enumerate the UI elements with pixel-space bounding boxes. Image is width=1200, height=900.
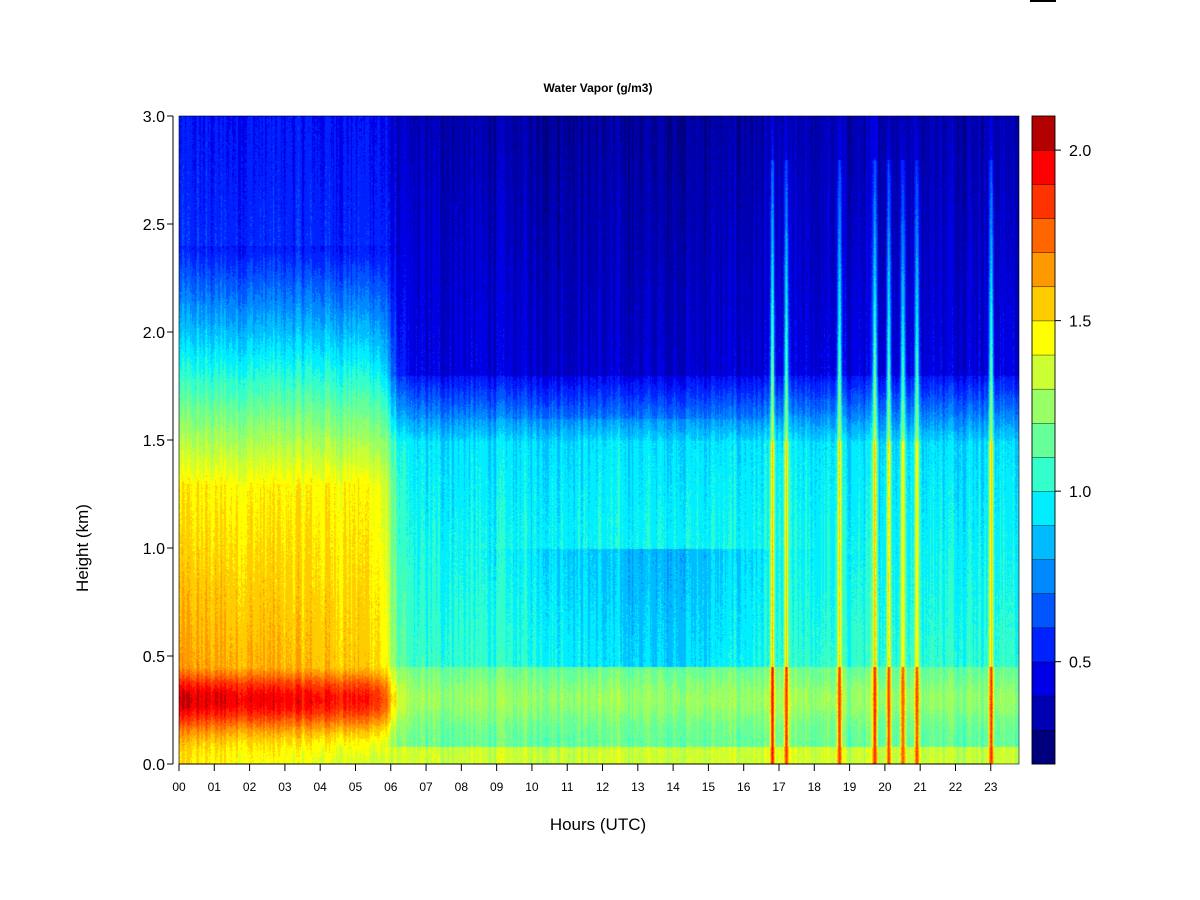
x-tick-label: 12 [596,780,610,794]
x-tick-label: 03 [278,780,292,794]
x-tick-label: 00 [172,780,186,794]
colorbar-swatch [1031,559,1056,594]
x-tick-label: 19 [843,780,857,794]
x-tick-label: 10 [525,780,539,794]
y-axis-title: Height (km) [73,504,92,592]
x-tick-label: 22 [949,780,963,794]
y-tick-label: 2.0 [143,325,165,342]
colorbar-swatch [1031,320,1056,356]
x-tick-label: 06 [384,780,398,794]
x-tick-label: 11 [561,780,574,794]
colorbar-swatch [1031,388,1056,424]
chart-title: Water Vapor (g/m3) [544,81,653,95]
x-tick-label: 18 [808,780,822,794]
x-axis-title: Hours (UTC) [550,815,646,834]
y-tick-label: 3.0 [143,109,165,126]
colorbar-swatch [1031,627,1056,663]
x-tick-label: 07 [419,780,433,794]
x-tick-label: 14 [666,780,680,794]
y-tick-label: 1.0 [143,541,165,558]
heatmap-image [179,116,1019,764]
y-axis: 0.0 0.5 1.0 1.5 2.0 2.5 3.0 [143,109,174,774]
x-tick-label: 13 [631,780,645,794]
x-tick-label: 15 [702,780,716,794]
x-tick-label: 04 [313,780,327,794]
colorbar-swatch [1031,184,1056,219]
y-tick-label: 0.5 [143,649,165,666]
colorbar-tick-label: 0.5 [1069,655,1091,672]
colorbar-swatch [1031,286,1056,322]
x-tick-label: 23 [984,780,998,794]
colorbar-swatch [1031,661,1056,697]
colorbar-swatch [1031,252,1056,288]
corner-mark [1030,0,1056,2]
colorbar-swatch [1031,593,1056,629]
x-tick-label: 16 [737,780,751,794]
colorbar-frame [1031,115,1056,765]
y-tick-label: 0.0 [143,757,165,774]
colorbar-swatch [1031,218,1056,253]
colorbar [1031,115,1056,765]
x-tick-label: 20 [878,780,892,794]
colorbar-tick-label: 1.5 [1069,314,1091,331]
colorbar-swatch [1031,422,1056,458]
colorbar-swatch [1031,456,1056,492]
colorbar-swatch [1031,490,1056,526]
colorbar-swatch [1031,115,1056,151]
x-tick-label: 09 [490,780,504,794]
x-tick-label: 01 [208,780,222,794]
colorbar-swatch [1031,525,1056,560]
colorbar-swatch [1031,695,1056,731]
y-tick-label: 2.5 [143,217,165,234]
colorbar-axis: 0.5 1.0 1.5 2.0 [1055,143,1091,672]
colorbar-tick-label: 1.0 [1069,484,1091,501]
x-tick-label: 17 [772,780,786,794]
x-tick-label: 21 [913,780,927,794]
colorbar-swatch [1031,354,1056,390]
colorbar-swatch [1031,149,1056,185]
x-tick-label: 08 [455,780,469,794]
colorbar-swatch [1031,729,1056,765]
y-tick-label: 1.5 [143,433,165,450]
colorbar-tick-label: 2.0 [1069,143,1091,160]
x-axis: 00 01 02 03 04 05 06 07 08 09 10 11 12 13 14 15 16 17 18 19… [172,763,998,794]
x-tick-label: 02 [243,780,257,794]
plot-area [178,115,1020,765]
x-tick-label: 05 [349,780,363,794]
